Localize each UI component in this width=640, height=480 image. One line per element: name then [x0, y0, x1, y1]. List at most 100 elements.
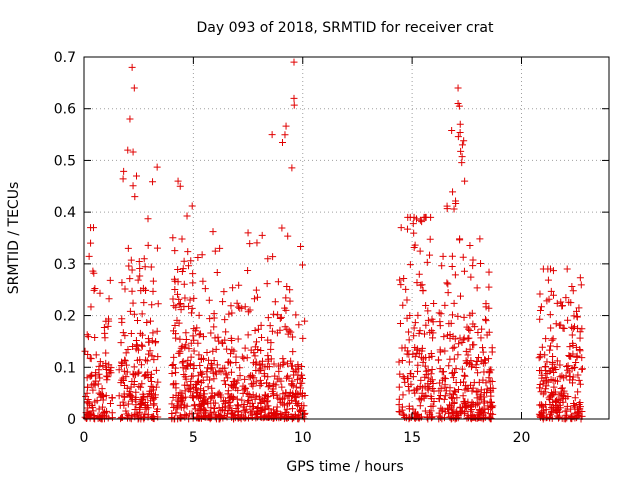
data-point [400, 374, 408, 382]
data-point [576, 346, 584, 354]
data-point [294, 401, 302, 409]
data-point [568, 365, 576, 373]
data-point [488, 378, 496, 386]
data-point [176, 349, 184, 357]
data-point [288, 381, 296, 389]
data-point [189, 270, 197, 278]
data-point [141, 356, 149, 364]
data-point [174, 278, 182, 286]
data-point [277, 313, 285, 321]
data-point [172, 409, 180, 417]
data-point [219, 298, 227, 306]
data-point [459, 253, 467, 261]
data-point [254, 345, 262, 353]
data-point [399, 410, 407, 418]
data-point [416, 216, 424, 224]
data-point [573, 312, 581, 320]
data-point [424, 316, 432, 324]
data-point [450, 355, 458, 363]
data-point [474, 328, 482, 336]
data-point [101, 334, 109, 342]
data-point [99, 362, 107, 370]
data-point [454, 312, 462, 320]
data-point [457, 408, 465, 416]
data-point [269, 414, 277, 422]
data-point [435, 395, 443, 403]
data-point [128, 63, 136, 71]
data-point [399, 391, 407, 399]
data-point [558, 302, 566, 310]
data-point [428, 365, 436, 373]
data-point [264, 255, 272, 263]
data-point [536, 307, 544, 315]
data-point [239, 389, 247, 397]
data-point [180, 257, 188, 265]
data-point [171, 286, 179, 294]
data-point [456, 292, 464, 300]
data-point [115, 366, 123, 374]
data-point [233, 401, 241, 409]
data-point [294, 362, 302, 370]
data-point [197, 379, 205, 387]
data-point [227, 407, 235, 415]
data-point [289, 390, 297, 398]
y-tick-label: 0.1 [54, 360, 76, 376]
data-point [207, 365, 215, 373]
data-point [204, 383, 212, 391]
data-point [240, 386, 248, 394]
data-point [140, 255, 148, 263]
data-point [181, 294, 189, 302]
data-point [124, 146, 132, 154]
data-point [254, 325, 262, 333]
data-point [197, 354, 205, 362]
data-point [225, 310, 233, 318]
y-tick-label: 0 [67, 412, 76, 428]
data-point [87, 224, 95, 232]
data-point [221, 316, 229, 324]
data-point [425, 383, 433, 391]
data-point [272, 381, 280, 389]
data-point [267, 355, 275, 363]
data-point [481, 356, 489, 364]
data-point [230, 394, 238, 402]
data-point [244, 308, 252, 316]
data-point [569, 287, 577, 295]
data-point [283, 405, 291, 413]
data-point [418, 218, 426, 226]
data-point [211, 392, 219, 400]
data-point [81, 413, 89, 421]
data-point [207, 404, 215, 412]
data-point [564, 316, 572, 324]
data-point [146, 347, 154, 355]
data-point [187, 353, 195, 361]
data-point [478, 325, 486, 333]
data-point [278, 395, 286, 403]
data-point [150, 356, 158, 364]
data-point [234, 408, 242, 416]
data-point [410, 332, 418, 340]
data-point [123, 384, 131, 392]
data-point [199, 399, 207, 407]
data-point [105, 295, 113, 303]
data-point [264, 314, 272, 322]
data-point [468, 309, 476, 317]
data-point [252, 378, 260, 386]
data-point [125, 390, 133, 398]
data-point [140, 372, 148, 380]
data-point [574, 388, 582, 396]
data-point [120, 367, 128, 375]
data-point [143, 318, 151, 326]
data-point [442, 387, 450, 395]
data-point [301, 317, 309, 325]
data-point [270, 310, 278, 318]
data-point [544, 378, 552, 386]
data-point [535, 354, 543, 362]
data-point [91, 285, 99, 293]
data-point [258, 406, 266, 414]
data-point [284, 400, 292, 408]
data-point [200, 390, 208, 398]
data-point [168, 369, 176, 377]
data-point [119, 175, 127, 183]
data-point [417, 281, 425, 289]
